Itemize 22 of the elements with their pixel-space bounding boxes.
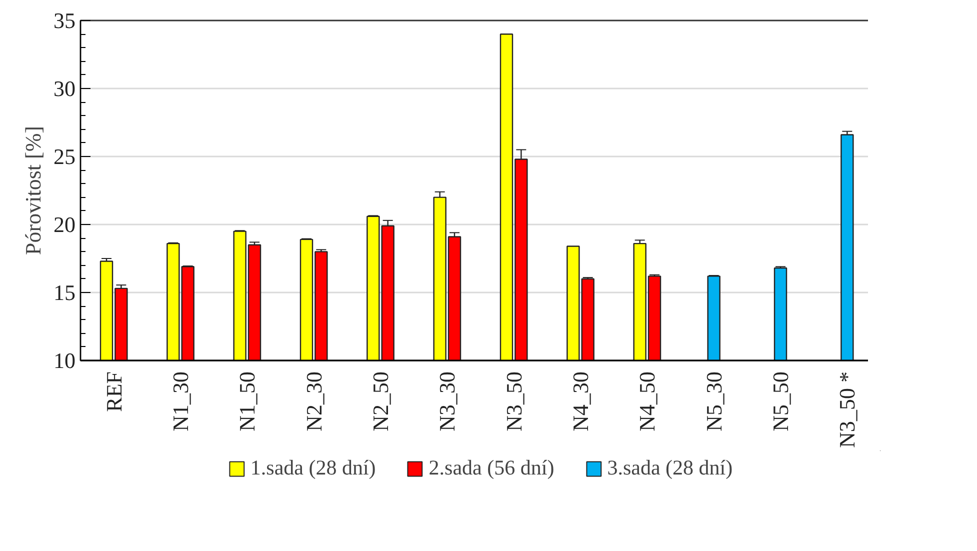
x-tick-label: N5_50 bbox=[768, 371, 793, 432]
x-tick-label: REF bbox=[101, 371, 126, 412]
y-tick-label: 15 bbox=[54, 280, 76, 305]
legend-label: 2.sada (56 dní) bbox=[428, 456, 554, 480]
y-tick-label: 10 bbox=[54, 348, 76, 373]
x-tick-label: N3_30 bbox=[434, 371, 460, 432]
y-tick-label: 25 bbox=[54, 144, 76, 169]
x-tick-label: N5_30 bbox=[701, 371, 726, 432]
x-tick-label: N3_50 * bbox=[834, 371, 860, 448]
y-tick-label: 35 bbox=[54, 8, 76, 33]
x-tick-label: N1_30 bbox=[168, 371, 193, 432]
y-axis-title: Pórovitost [%] bbox=[20, 126, 46, 255]
x-tick-label: N1_50 bbox=[234, 371, 260, 432]
legend-label: 3.sada (28 dní) bbox=[607, 456, 733, 480]
x-tick-label: N4_30 bbox=[568, 371, 593, 432]
y-tick-label: 30 bbox=[54, 76, 76, 101]
y-tick-label: 20 bbox=[54, 212, 76, 237]
x-tick-label: N2_30 bbox=[301, 371, 326, 432]
x-tick-label: N4_50 bbox=[634, 371, 660, 432]
x-tick-label: N2_50 bbox=[368, 371, 393, 432]
x-tick-label: N3_50 bbox=[501, 371, 526, 432]
legend-label: 1.sada (28 dní) bbox=[250, 456, 376, 480]
